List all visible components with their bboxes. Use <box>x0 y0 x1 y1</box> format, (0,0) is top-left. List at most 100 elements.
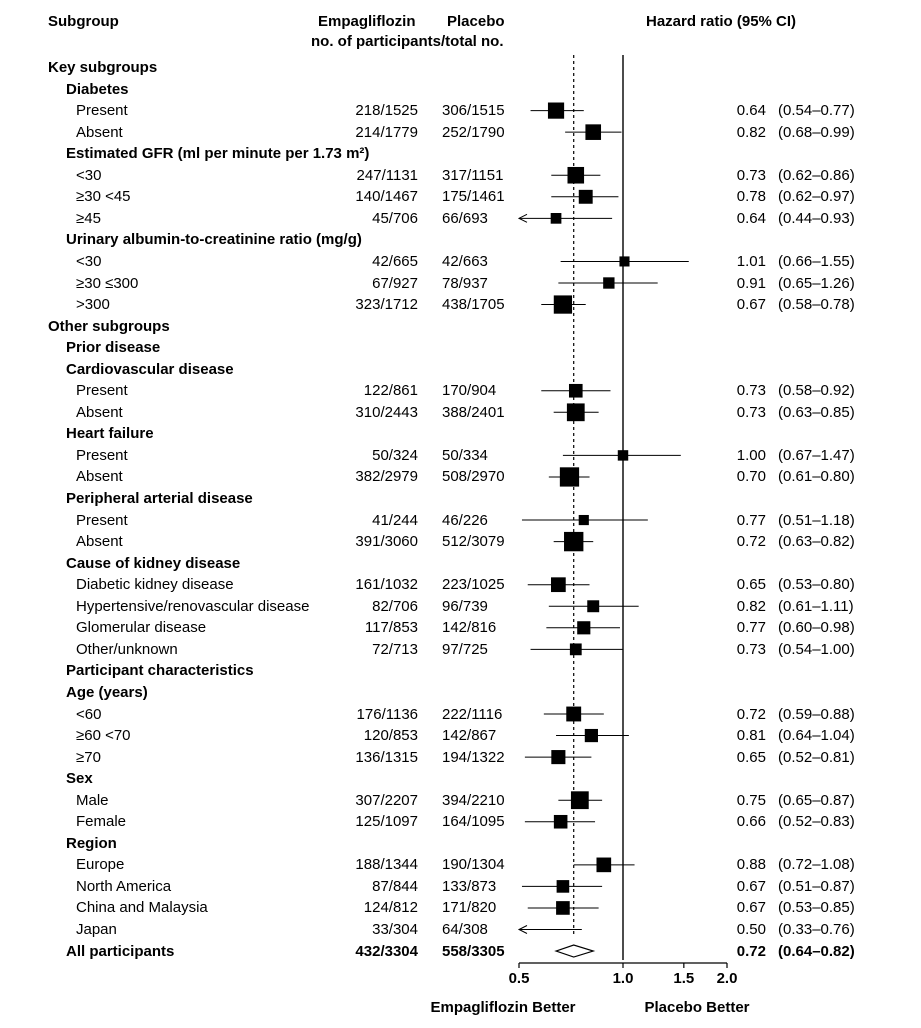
row-label: Female <box>76 813 127 831</box>
row-label: Male <box>76 791 109 809</box>
row-label: Present <box>76 511 128 529</box>
confidence-interval: (0.61–1.11) <box>778 597 854 615</box>
hazard-ratio-value: 0.67 <box>736 296 766 314</box>
point-estimate <box>566 403 585 422</box>
x-right-label: Placebo Better <box>644 999 749 1016</box>
placebo-count: 252/1790 <box>442 123 505 141</box>
point-estimate <box>556 901 570 915</box>
empagliflozin-count: 310/2443 <box>355 403 418 421</box>
point-estimate <box>559 467 580 487</box>
point-estimate <box>551 577 566 593</box>
hazard-ratio-value: 0.72 <box>736 942 766 960</box>
placebo-count: 50/334 <box>442 446 488 464</box>
empagliflozin-count: 382/2979 <box>355 468 418 486</box>
empagliflozin-count: 87/844 <box>372 877 418 895</box>
row-label: Sex <box>66 770 93 788</box>
row-label: Absent <box>76 123 123 141</box>
hazard-ratio-value: 0.64 <box>736 209 766 227</box>
row-label: All participants <box>66 942 175 960</box>
row-label: Cardiovascular disease <box>66 360 234 378</box>
point-estimate <box>568 383 583 398</box>
placebo-count: 512/3079 <box>442 533 505 551</box>
hazard-ratio-value: 0.88 <box>736 856 766 874</box>
confidence-interval: (0.64–1.04) <box>778 727 855 745</box>
empagliflozin-count: 82/706 <box>372 597 418 615</box>
point-estimate <box>547 102 565 119</box>
point-estimate <box>567 166 585 184</box>
placebo-count: 133/873 <box>442 877 497 895</box>
confidence-interval: (0.44–0.93) <box>778 209 855 227</box>
empagliflozin-count: 125/1097 <box>355 813 418 831</box>
row-label: Europe <box>76 856 125 874</box>
confidence-interval: (0.68–0.99) <box>778 123 855 141</box>
hazard-ratio-value: 0.66 <box>736 813 766 831</box>
row-label: Heart failure <box>66 425 154 443</box>
row-label: China and Malaysia <box>76 899 208 917</box>
row-label: Absent <box>76 533 123 551</box>
row-label: Hypertensive/renovascular disease <box>76 597 310 615</box>
point-estimate <box>570 791 589 810</box>
point-estimate <box>564 531 584 552</box>
point-estimate <box>584 728 598 743</box>
confidence-interval: (0.61–0.80) <box>778 468 855 486</box>
placebo-count: 388/2401 <box>442 403 505 421</box>
point-estimate <box>566 706 582 722</box>
row-label: Cause of kidney disease <box>66 554 241 572</box>
row-label: Urinary albumin-to-creatinine ratio (mg/… <box>66 231 362 249</box>
point-estimate <box>596 857 612 873</box>
placebo-count: 96/739 <box>442 597 488 615</box>
hazard-ratio-value: 0.75 <box>736 791 766 809</box>
point-estimate <box>577 621 591 635</box>
confidence-interval: (0.66–1.55) <box>778 252 855 270</box>
placebo-count: 142/816 <box>442 619 497 637</box>
row-label: Other subgroups <box>48 317 170 335</box>
point-estimate <box>569 643 582 656</box>
empagliflozin-count: 45/706 <box>372 209 418 227</box>
confidence-interval: (0.58–0.78) <box>778 296 855 314</box>
placebo-count: 222/1116 <box>442 705 503 723</box>
placebo-count: 64/308 <box>442 921 488 938</box>
empagliflozin-count: 307/2207 <box>355 791 418 809</box>
placebo-count: 175/1461 <box>442 188 505 206</box>
row-label: Participant characteristics <box>66 662 254 680</box>
row-label: <30 <box>76 252 102 270</box>
placebo-count: 438/1705 <box>442 296 505 314</box>
confidence-interval: (0.54–1.00) <box>778 640 855 658</box>
confidence-interval: (0.51–0.87) <box>778 877 855 895</box>
confidence-interval: (0.65–0.87) <box>778 791 855 809</box>
row-label: Age (years) <box>66 683 148 701</box>
empagliflozin-count: 391/3060 <box>355 533 418 551</box>
hazard-ratio-value: 0.65 <box>736 748 766 766</box>
row-label: ≥45 <box>76 209 101 227</box>
placebo-count: 558/3305 <box>442 942 505 960</box>
empagliflozin-count: 188/1344 <box>355 856 418 874</box>
empagliflozin-count: 50/324 <box>372 446 418 464</box>
placebo-count: 171/820 <box>442 899 497 917</box>
empagliflozin-count: 214/1779 <box>355 123 418 141</box>
row-label: Present <box>76 102 128 120</box>
row-label: Present <box>76 382 128 400</box>
placebo-count: 46/226 <box>442 511 488 529</box>
row-label: Other/unknown <box>76 640 178 658</box>
x-tick-label: 0.5 <box>509 970 530 987</box>
row-label: Absent <box>76 403 123 421</box>
row-label: Peripheral arterial disease <box>66 490 253 507</box>
confidence-interval: (0.52–0.83) <box>778 813 855 831</box>
point-estimate <box>585 124 602 140</box>
hazard-ratio-value: 0.73 <box>736 382 766 400</box>
empagliflozin-count: 124/812 <box>363 899 418 917</box>
row-label: Diabetic kidney disease <box>76 576 234 594</box>
confidence-interval: (0.59–0.88) <box>778 705 855 723</box>
row-label: <30 <box>76 166 102 184</box>
hazard-ratio-value: 0.77 <box>736 619 766 637</box>
confidence-interval: (0.64–0.82) <box>778 942 855 960</box>
placebo-count: 42/663 <box>442 252 488 270</box>
hazard-ratio-value: 0.73 <box>736 403 766 421</box>
hazard-ratio-value: 0.70 <box>736 468 766 486</box>
point-estimate <box>619 256 630 267</box>
confidence-interval: (0.63–0.85) <box>778 403 855 421</box>
empagliflozin-count: 122/861 <box>363 382 418 400</box>
point-estimate <box>587 600 600 613</box>
confidence-interval: (0.67–1.47) <box>778 446 855 464</box>
